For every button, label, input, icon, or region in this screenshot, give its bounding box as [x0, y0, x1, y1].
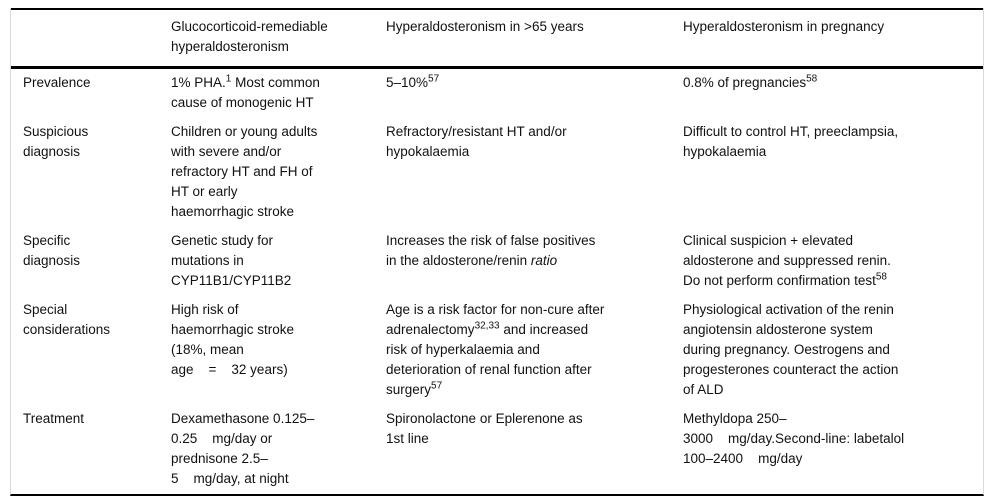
table-cell: Physiological activation of the renin an…: [683, 296, 983, 405]
text-run: Increases the risk of false positives in…: [386, 233, 596, 268]
text-run: Difficult to control HT, preeclampsia, h…: [683, 124, 899, 159]
row-label: Specific diagnosis: [23, 233, 81, 268]
table-cell: Refractory/resistant HT and/or hypokalae…: [386, 118, 683, 227]
table-row: Treatment Dexamethasone 0.125– 0.25 mg/da…: [11, 405, 983, 494]
table-cell: High risk of haemorrhagic stroke (18%, m…: [171, 296, 386, 405]
table-cell: Children or young adults with severe and…: [171, 118, 386, 227]
table-cell: Difficult to control HT, preeclampsia, h…: [683, 118, 983, 227]
table-cell: 1% PHA.1 Most common cause of monogenic …: [171, 69, 386, 118]
table-cell: 0.8% of pregnancies58: [683, 69, 983, 118]
text-run: 0.8% of pregnancies: [683, 75, 807, 90]
text-run: Dexamethasone 0.125– 0.25 mg/day or pred…: [171, 411, 315, 486]
text-run: Children or young adults with severe and…: [171, 124, 318, 219]
table-row: Specific diagnosis Genetic study for muta…: [11, 227, 983, 296]
table-cell: Increases the risk of false positives in…: [386, 227, 683, 296]
comparison-table: Glucocorticoid-remediable hyperaldostero…: [10, 8, 984, 496]
table-cell: Age is a risk factor for non-cure after …: [386, 296, 683, 405]
text-run: Clinical suspicion + elevated aldosteron…: [683, 233, 891, 288]
row-label: Prevalence: [23, 75, 91, 90]
table-cell: 5–10%57: [386, 69, 683, 118]
citation-superscript: 58: [875, 271, 887, 283]
table-row: Prevalence 1% PHA.1 Most common cause of …: [11, 69, 983, 118]
row-label: Suspicious diagnosis: [23, 124, 89, 159]
text-run: Most common cause of monogenic HT: [171, 75, 320, 110]
row-label: Special considerations: [23, 302, 111, 337]
column-header: Glucocorticoid-remediable hyperaldostero…: [171, 19, 328, 54]
table-cell: Methyldopa 250– 3000 mg/day.Second-line:…: [683, 405, 983, 494]
text-run: ratio: [530, 253, 558, 268]
citation-superscript: 32,33: [474, 320, 500, 332]
table-body: Prevalence 1% PHA.1 Most common cause of …: [11, 69, 983, 494]
text-run: Spironolactone or Eplerenone as 1st line: [386, 411, 583, 446]
citation-superscript: 1: [225, 73, 232, 85]
text-run: 1% PHA.: [171, 75, 226, 90]
table-row: Suspicious diagnosis Children or young ad…: [11, 118, 983, 227]
text-run: Methyldopa 250– 3000 mg/day.Second-line:…: [683, 411, 905, 466]
table-header-row: Glucocorticoid-remediable hyperaldostero…: [11, 8, 983, 69]
table-cell: Dexamethasone 0.125– 0.25 mg/day or pred…: [171, 405, 386, 494]
citation-superscript: 57: [431, 380, 443, 392]
table-cell: Genetic study for mutations in CYP11B1/C…: [171, 227, 386, 296]
text-run: High risk of haemorrhagic stroke (18%, m…: [171, 302, 295, 377]
header-corner-cell: [11, 10, 171, 66]
table-cell: Clinical suspicion + elevated aldosteron…: [683, 227, 983, 296]
text-run: Physiological activation of the renin an…: [683, 302, 899, 397]
row-label: Treatment: [23, 411, 85, 426]
text-run: and increased risk of hyperkalaemia and …: [386, 322, 592, 397]
text-run: Age is a risk factor for non-cure after …: [386, 302, 605, 337]
column-header: Hyperaldosteronism in >65 years: [386, 19, 584, 34]
table-cell: Spironolactone or Eplerenone as 1st line: [386, 405, 683, 494]
column-header: Hyperaldosteronism in pregnancy: [683, 19, 885, 34]
citation-superscript: 58: [806, 73, 818, 85]
text-run: Genetic study for mutations in CYP11B1/C…: [171, 233, 292, 288]
citation-superscript: 57: [428, 73, 440, 85]
text-run: Refractory/resistant HT and/or hypokalae…: [386, 124, 567, 159]
table-row: Special considerations High risk of haemo…: [11, 296, 983, 405]
text-run: 5–10%: [386, 75, 429, 90]
